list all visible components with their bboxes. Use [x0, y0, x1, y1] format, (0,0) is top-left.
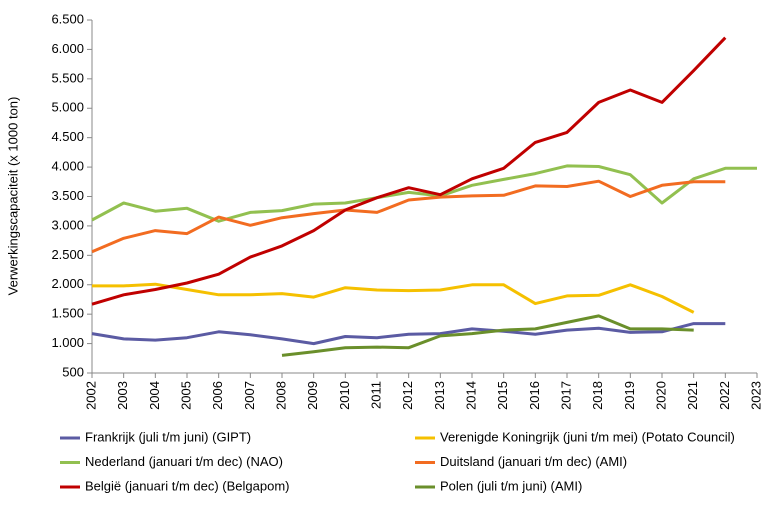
y-tick-label: 3.500 [51, 188, 84, 203]
legend-label: België (januari t/m dec) (Belgapom) [85, 478, 289, 493]
y-tick-label: 5.500 [51, 70, 84, 85]
series-line [91, 179, 726, 254]
x-tick-label: 2005 [178, 381, 193, 410]
series-line [91, 322, 726, 346]
y-tick-label: 2.000 [51, 276, 84, 291]
y-tick-label: 4.000 [51, 159, 84, 174]
x-tick-label: 2002 [83, 381, 98, 410]
y-tick-label: 500 [62, 364, 84, 379]
x-tick-label: 2010 [337, 381, 352, 410]
x-tick-label: 2017 [558, 381, 573, 410]
y-axis-label: Verwerkingscapaciteit (x 1000 ton) [5, 97, 20, 296]
x-tick-label: 2011 [368, 381, 383, 409]
legend-label: Nederland (januari t/m dec) (NAO) [85, 454, 283, 469]
x-tick-label: 2013 [432, 381, 447, 410]
x-tick-label: 2018 [590, 381, 605, 410]
legend-label: Verenigde Koningrijk (juni t/m mei) (Pot… [440, 429, 735, 444]
x-tick-label: 2003 [115, 381, 130, 410]
x-tick-label: 2004 [147, 381, 162, 410]
legend-label: Frankrijk (juli t/m juni) (GIPT) [85, 429, 251, 444]
x-tick-label: 2006 [210, 381, 225, 410]
y-tick-label: 1.500 [51, 306, 84, 321]
x-tick-label: 2023 [748, 381, 763, 410]
y-tick-label: 4.500 [51, 129, 84, 144]
x-tick-label: 2008 [273, 381, 288, 410]
x-tick-label: 2007 [242, 381, 257, 410]
legend-label: Polen (juli t/m juni) (AMI) [440, 478, 582, 493]
series-line [91, 164, 757, 223]
x-tick-label: 2012 [400, 381, 415, 410]
x-tick-label: 2022 [717, 381, 732, 410]
series-line [281, 314, 694, 357]
x-tick-label: 2016 [527, 381, 542, 410]
x-tick-label: 2015 [495, 381, 510, 410]
x-tick-label: 2020 [653, 381, 668, 410]
y-tick-label: 1.000 [51, 335, 84, 350]
y-tick-label: 2.500 [51, 247, 84, 262]
series-line [91, 36, 727, 306]
x-tick-label: 2009 [305, 381, 320, 410]
y-tick-label: 3.000 [51, 217, 84, 232]
x-tick-label: 2019 [622, 381, 637, 410]
legend-label: Duitsland (januari t/m dec) (AMI) [440, 454, 627, 469]
x-tick-label: 2014 [463, 381, 478, 410]
y-tick-label: 5.000 [51, 100, 84, 115]
x-tick-label: 2021 [685, 381, 700, 410]
y-tick-label: 6.500 [51, 11, 84, 26]
series-line [92, 282, 695, 314]
y-tick-label: 6.000 [51, 41, 84, 56]
